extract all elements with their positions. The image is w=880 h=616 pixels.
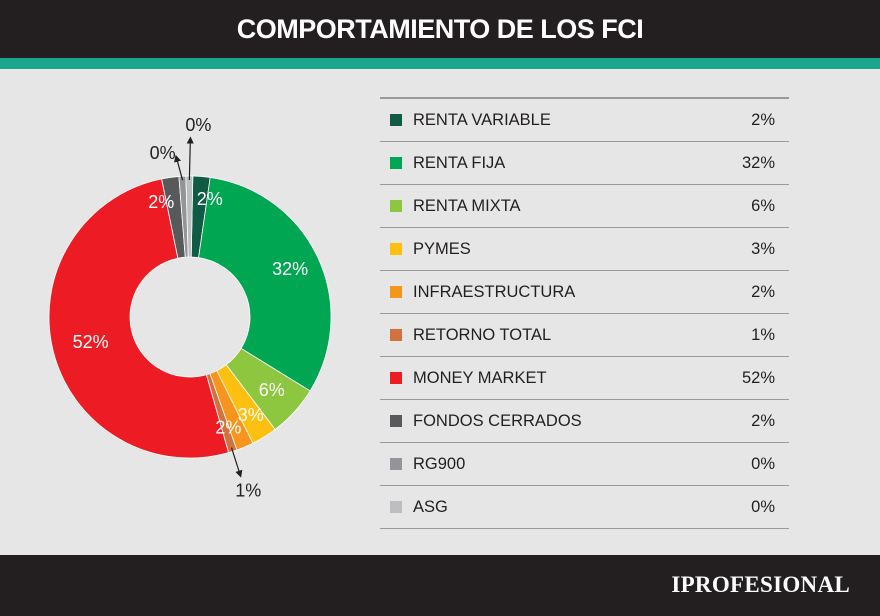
legend-swatch — [390, 114, 402, 126]
data-label-pymes: 3% — [238, 405, 264, 425]
legend-swatch — [390, 286, 402, 298]
legend-label: RENTA FIJA — [413, 153, 506, 172]
legend-label: PYMES — [413, 239, 471, 258]
accent-bar — [0, 58, 880, 69]
page-title: COMPORTAMIENTO DE LOS FCI — [236, 13, 644, 44]
legend-item-retorno-total: RETORNO TOTAL 1% — [380, 314, 789, 357]
leader-line-retorno-total — [230, 447, 243, 478]
legend-label: MONEY MARKET — [413, 368, 547, 387]
legend-swatch — [390, 329, 402, 341]
legend-label: INFRAESTRUCTURA — [413, 282, 576, 301]
legend-swatch — [390, 415, 402, 427]
legend-item-asg: ASG 0% — [380, 486, 789, 529]
data-label-fondos-cerrados: 2% — [148, 192, 174, 212]
legend-swatch — [390, 243, 402, 255]
legend-label: RG900 — [413, 454, 466, 473]
legend-swatch — [390, 157, 402, 169]
legend-label: RENTA VARIABLE — [413, 110, 551, 129]
slice-renta-fija — [198, 176, 332, 392]
legend-item-renta-variable: RENTA VARIABLE 2% — [380, 99, 789, 142]
legend-item-fondos-cerrados: FONDOS CERRADOS 2% — [380, 400, 789, 443]
slice-money-market — [48, 178, 230, 459]
chart-legend: RENTA VARIABLE 2% RENTA FIJA 32% RENTA MIXTA… — [380, 97, 789, 529]
data-label-money-market: 52% — [73, 332, 109, 352]
data-label-renta-mixta: 6% — [259, 380, 285, 400]
slice-asg — [185, 175, 194, 258]
legend-value: 2% — [751, 411, 775, 430]
legend-item-money-market: MONEY MARKET 52% — [380, 357, 789, 400]
legend-swatch — [390, 372, 402, 384]
leader-line-rg900 — [174, 154, 184, 181]
legend-value: 2% — [751, 110, 775, 129]
brand-logo: IPROFESIONAL — [671, 572, 850, 597]
legend-label: FONDOS CERRADOS — [413, 411, 582, 430]
legend-value: 6% — [751, 196, 775, 215]
legend-value: 0% — [751, 454, 775, 473]
data-label-renta-variable: 2% — [197, 189, 223, 209]
legend-item-pymes: PYMES 3% — [380, 228, 789, 271]
legend-value: 32% — [741, 153, 775, 172]
legend-item-renta-mixta: RENTA MIXTA 6% — [380, 185, 789, 228]
legend-value: 3% — [751, 239, 775, 258]
legend-label: RETORNO TOTAL — [413, 325, 552, 344]
data-label-renta-fija: 32% — [272, 259, 308, 279]
legend-swatch — [390, 200, 402, 212]
data-label-asg: 0% — [185, 115, 211, 135]
legend-value: 52% — [741, 368, 775, 387]
legend-value: 1% — [751, 325, 775, 344]
header-bar: COMPORTAMIENTO DE LOS FCI — [0, 0, 880, 58]
data-label-rg900: 0% — [150, 143, 176, 163]
legend-label: ASG — [413, 497, 448, 516]
footer-bar: IPROFESIONAL — [0, 555, 880, 616]
legend-value: 2% — [751, 282, 775, 301]
legend-label: RENTA MIXTA — [413, 196, 521, 215]
legend-item-rg900: RG900 0% — [380, 443, 789, 486]
legend-item-infraestructura: INFRAESTRUCTURA 2% — [380, 271, 789, 314]
legend-swatch — [390, 458, 402, 470]
data-label-retorno-total: 1% — [235, 480, 261, 500]
legend-swatch — [390, 501, 402, 513]
data-label-infraestructura: 2% — [215, 417, 241, 437]
chart-panel — [0, 69, 880, 555]
leader-line-asg — [186, 136, 194, 181]
legend-item-renta-fija: RENTA FIJA 32% — [380, 142, 789, 185]
legend-value: 0% — [751, 497, 775, 516]
